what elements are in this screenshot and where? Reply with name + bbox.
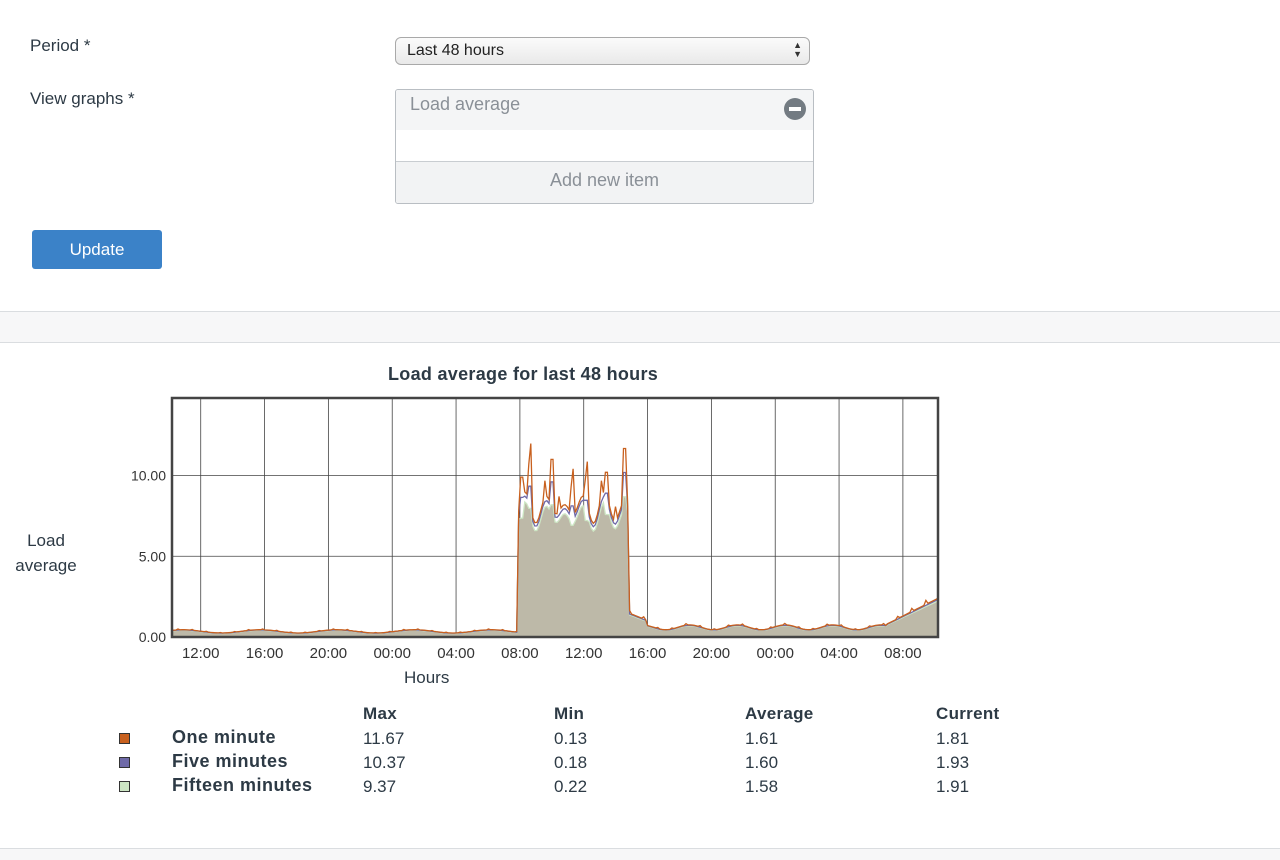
x-axis-label: Hours <box>404 668 450 687</box>
one-minute-series <box>171 443 939 634</box>
legend-current: 1.91 <box>936 777 970 796</box>
legend-current: 1.93 <box>936 753 970 772</box>
legend-min: 0.18 <box>554 753 588 772</box>
legend-current: 1.81 <box>936 729 970 748</box>
view-graphs-list: Load average Add new item <box>395 89 814 204</box>
remove-icon[interactable] <box>784 98 806 120</box>
x-tick-label: 08:00 <box>884 645 922 662</box>
legend-max: 10.37 <box>363 753 406 772</box>
plot-frame <box>170 396 940 639</box>
fifteen-minutes-swatch <box>119 781 130 792</box>
y-tick-label: 0.00 <box>139 629 166 645</box>
legend-min: 0.13 <box>554 729 588 748</box>
x-tick-label: 16:00 <box>246 645 284 662</box>
list-item[interactable]: Load average <box>396 90 813 130</box>
x-tick-label: 20:00 <box>310 645 348 662</box>
list-item-label: Load average <box>410 94 521 114</box>
legend-average: 1.61 <box>745 729 779 748</box>
legend-average: 1.58 <box>745 777 779 796</box>
section-divider <box>0 311 1280 343</box>
x-tick-label: 00:00 <box>756 645 794 662</box>
period-select-value: Last 48 hours <box>407 42 504 59</box>
view-graphs-label: View graphs * <box>30 89 135 108</box>
footer-divider <box>0 848 1280 860</box>
five-minutes-swatch <box>119 757 130 768</box>
x-tick-label: 12:00 <box>182 645 220 662</box>
legend-max: 11.67 <box>363 729 405 748</box>
y-tick-label: 10.00 <box>131 468 166 484</box>
x-tick-label: 00:00 <box>373 645 411 662</box>
legend-header-current: Current <box>936 704 1000 723</box>
x-tick-label: 08:00 <box>501 645 539 662</box>
y-axis-label: Load average <box>15 531 77 575</box>
one-minute-swatch <box>119 733 130 744</box>
x-tick-label: 16:00 <box>629 645 667 662</box>
chart-title: Load average for last 48 hours <box>388 364 659 384</box>
load-area-fill <box>172 496 938 637</box>
legend-min: 0.22 <box>554 777 588 796</box>
x-tick-label: 12:00 <box>565 645 603 662</box>
legend-series-name: One minute <box>172 727 277 747</box>
y-tick-label: 5.00 <box>139 548 166 564</box>
legend-series-name: Five minutes <box>172 751 289 771</box>
x-tick-label: 20:00 <box>693 645 731 662</box>
select-arrows-icon: ▲ ▼ <box>793 40 802 59</box>
legend-header-max: Max <box>363 704 397 723</box>
legend-series-name: Fifteen minutes <box>172 775 313 795</box>
period-label: Period * <box>30 36 91 55</box>
update-button[interactable]: Update <box>32 230 162 269</box>
x-tick-label: 04:00 <box>437 645 475 662</box>
add-new-item-button[interactable]: Add new item <box>396 161 813 203</box>
legend-max: 9.37 <box>363 777 397 796</box>
period-select[interactable]: Last 48 hours ▲ ▼ <box>395 37 810 65</box>
legend-header-average: Average <box>745 704 814 723</box>
legend-header-min: Min <box>554 704 585 723</box>
legend-average: 1.60 <box>745 753 779 772</box>
x-tick-label: 04:00 <box>820 645 858 662</box>
